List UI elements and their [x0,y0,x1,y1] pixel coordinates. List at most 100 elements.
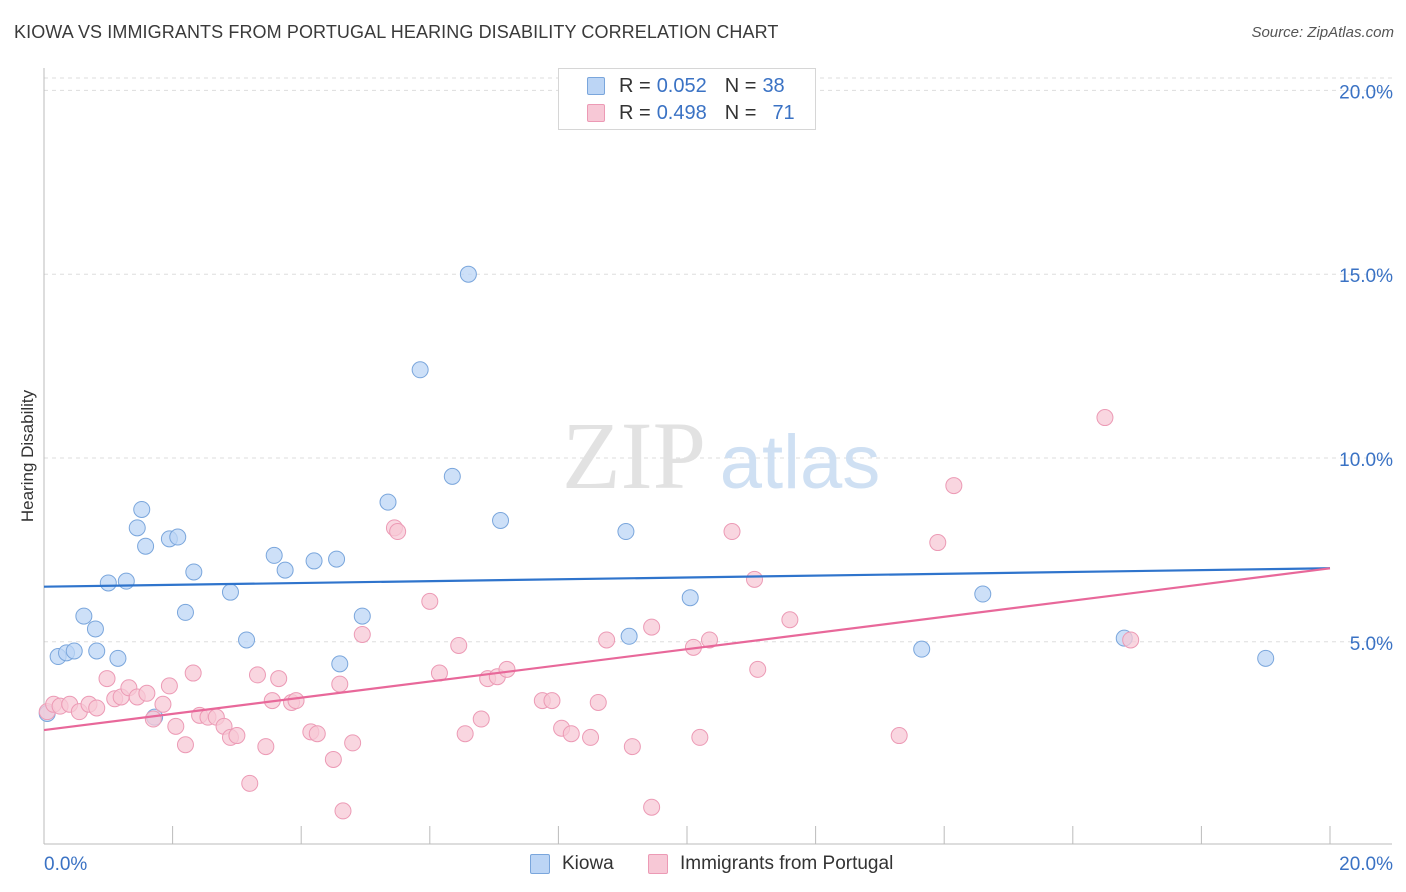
kiowa-point [109,649,127,667]
y-tick-label: 5.0% [1350,634,1393,655]
legend-row-kiowa: R = 0.052 N = 38 [587,74,803,98]
y-tick-label: 15.0% [1339,266,1393,287]
portugal-trend-line [43,567,1331,732]
kiowa-point [974,585,992,603]
legend-r-label: R = [619,101,651,124]
portugal-point [472,710,490,728]
legend-n-label: N = [724,74,757,97]
bottom-swatch-portugal [648,854,668,874]
legend-n-value: 71 [772,101,795,124]
portugal-point [1096,409,1114,427]
kiowa-point [117,572,135,590]
portugal-point [498,660,516,678]
y-tick-label: 10.0% [1339,450,1393,471]
portugal-point [248,666,266,684]
portugal-point [589,693,607,711]
watermark: ZIP atlas [562,402,880,509]
portugal-point [160,677,178,695]
portugal-point [929,534,947,552]
portugal-point [643,618,661,636]
legend-n-label: N = [724,101,757,124]
portugal-point [98,670,116,688]
kiowa-point [328,550,346,568]
portugal-point [562,725,580,743]
portugal-point [450,636,468,654]
legend-swatch-portugal [587,104,605,122]
legend-row-portugal: R = 0.498 N = 71 [587,101,813,125]
y-axis-label: Hearing Disability [18,389,37,523]
x-tick-label: 0.0% [44,854,87,875]
kiowa-point [305,552,323,570]
portugal-point [144,710,162,728]
bottom-legend-label: Kiowa [562,853,614,874]
portugal-point [308,725,326,743]
legend-r-value: 0.052 [656,74,707,97]
kiowa-point [459,265,477,283]
watermark-zip: ZIP [562,402,706,509]
portugal-point [723,523,741,541]
kiowa-point [379,493,397,511]
kiowa-point [1257,649,1275,667]
portugal-point [389,523,407,541]
kiowa-point [99,574,117,592]
portugal-point [241,774,259,792]
portugal-point [167,717,185,735]
bottom-legend-kiowa: Kiowa [530,852,614,876]
bottom-swatch-kiowa [530,854,550,874]
source-label: Source: ZipAtlas.com [1251,24,1394,41]
portugal-point [344,734,362,752]
kiowa-point [265,546,283,564]
kiowa-point [128,519,146,537]
portugal-point [287,692,305,710]
kiowa-point [133,500,151,518]
portugal-point [353,625,371,643]
kiowa-trend-line [43,567,1331,588]
kiowa-point [88,642,106,660]
portugal-point [781,611,799,629]
portugal-point [421,592,439,610]
portugal-point [582,728,600,746]
portugal-point [749,660,767,678]
chart-title: KIOWA VS IMMIGRANTS FROM PORTUGAL HEARIN… [14,22,779,42]
portugal-point [945,477,963,495]
bottom-legend-label: Immigrants from Portugal [680,853,894,874]
kiowa-point [276,561,294,579]
portugal-point [176,736,194,754]
portugal-point [598,631,616,649]
portugal-point [691,728,709,746]
portugal-point [154,695,172,713]
bottom-legend-portugal: Immigrants from Portugal [648,852,893,876]
portugal-point [890,727,908,745]
portugal-point [643,798,661,816]
kiowa-point [65,642,83,660]
kiowa-point [443,467,461,485]
legend: R = 0.052 N = 38 R = 0.498 N = 71 [558,68,816,130]
watermark-atlas: atlas [720,420,881,505]
kiowa-point [331,655,349,673]
portugal-point [270,670,288,688]
y-tick-label: 20.0% [1339,82,1393,103]
portugal-point [184,664,202,682]
kiowa-point [169,528,187,546]
legend-r-label: R = [619,74,651,97]
kiowa-point [176,603,194,621]
portugal-point [88,699,106,717]
portugal-point [623,738,641,756]
kiowa-point [75,607,93,625]
kiowa-point [221,583,239,601]
kiowa-point [681,589,699,607]
portugal-point [456,725,474,743]
kiowa-point [617,523,635,541]
kiowa-point [913,640,931,658]
portugal-point [228,727,246,745]
legend-swatch-kiowa [587,77,605,95]
portugal-point [701,631,719,649]
portugal-point [138,684,156,702]
legend-r-value: 0.498 [656,101,707,124]
kiowa-point [620,627,638,645]
portugal-point [543,692,561,710]
portugal-point [331,675,349,693]
portugal-point [746,570,764,588]
kiowa-point [238,631,256,649]
